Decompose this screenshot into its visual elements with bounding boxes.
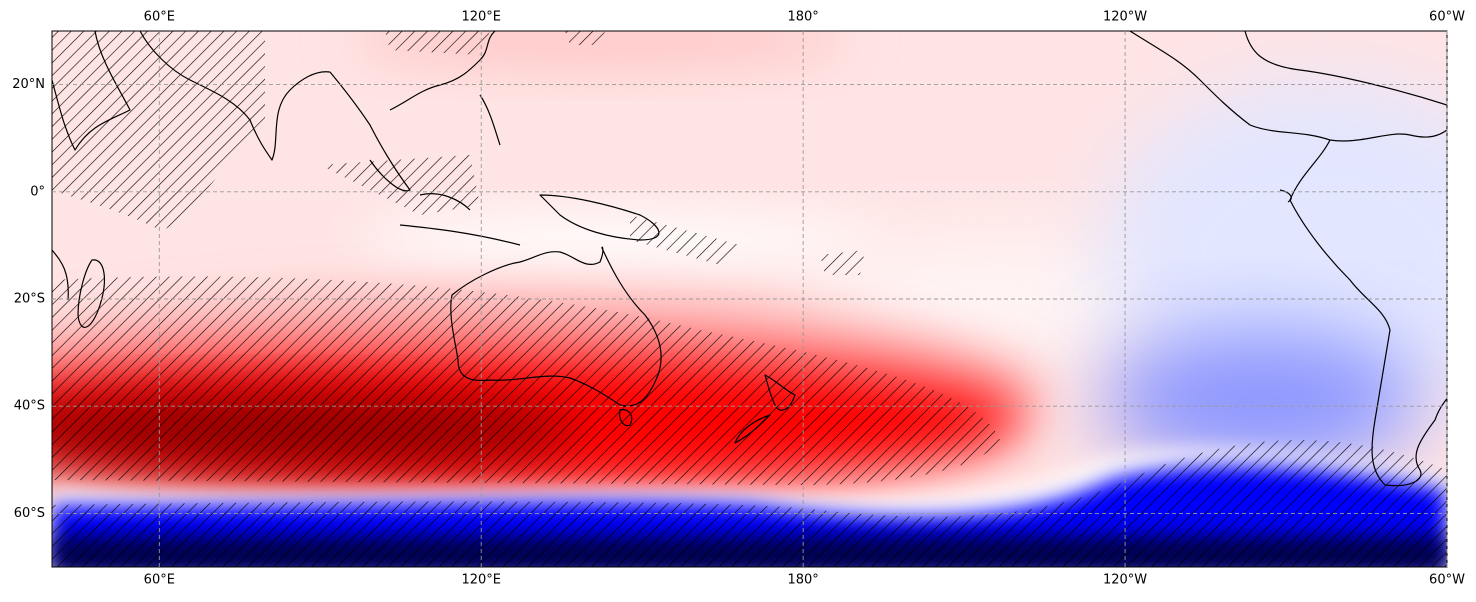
lon-tick-label-bottom: 120°W bbox=[1103, 573, 1147, 588]
significance-hatching bbox=[52, 31, 1447, 567]
lon-tick-label-bottom: 60°W bbox=[1429, 573, 1465, 588]
lon-tick-label-bottom: 60°E bbox=[144, 573, 175, 588]
lon-tick-label-bottom: 180° bbox=[787, 573, 818, 588]
lon-tick-label-top: 120°W bbox=[1103, 10, 1147, 25]
field bbox=[52, 31, 1447, 567]
coastlines bbox=[52, 31, 1447, 487]
lon-tick-label-top: 60°W bbox=[1429, 10, 1465, 25]
lat-tick-label: 20°S bbox=[14, 292, 45, 307]
lat-tick-label: 0° bbox=[30, 184, 45, 199]
lat-tick-label: 20°N bbox=[12, 77, 45, 92]
lon-tick-label-top: 180° bbox=[787, 10, 818, 25]
lat-tick-label: 60°S bbox=[14, 506, 45, 521]
lon-tick-label-bottom: 120°E bbox=[461, 573, 501, 588]
lon-tick-label-top: 120°E bbox=[461, 10, 501, 25]
lat-tick-label: 40°S bbox=[14, 399, 45, 414]
lon-tick-label-top: 60°E bbox=[144, 10, 175, 25]
